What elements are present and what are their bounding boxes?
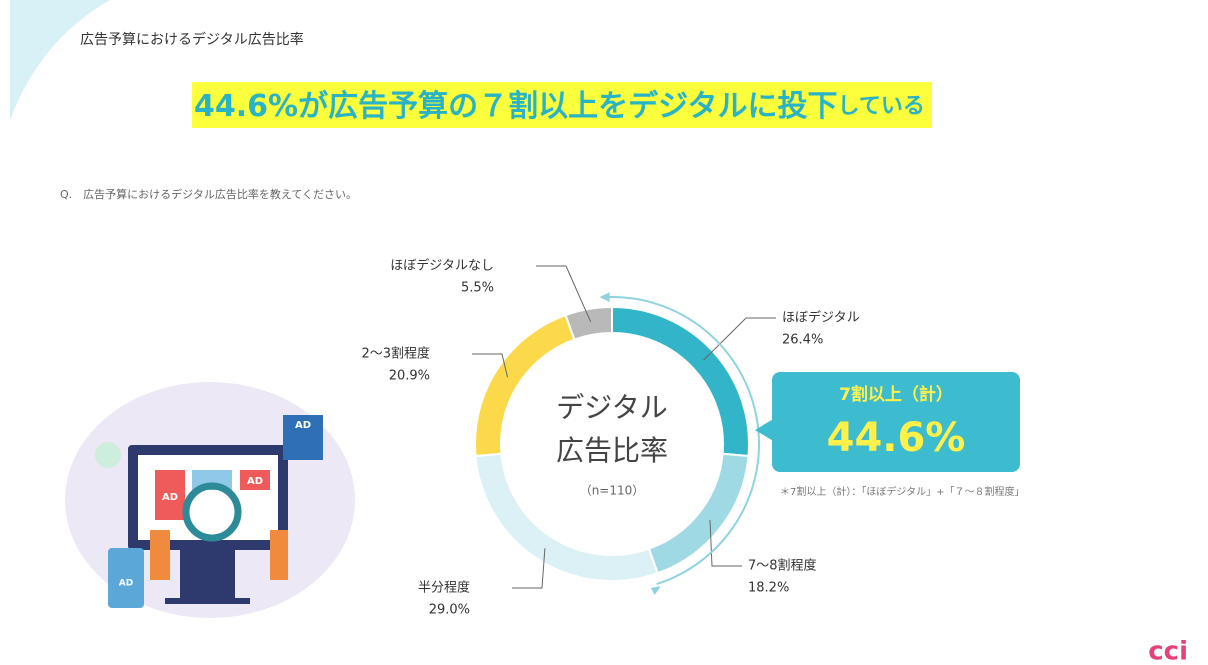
segment-label: ほぼデジタルなし — [390, 258, 494, 274]
corner-decoration — [10, 0, 110, 120]
segment-label: 7～8割程度 — [748, 558, 817, 574]
ad-block — [240, 470, 270, 490]
leader-line — [536, 265, 592, 323]
donut-segment — [474, 452, 659, 582]
logo: cci — [1148, 637, 1188, 665]
segment-label: 半分程度 — [418, 580, 470, 596]
phone — [108, 548, 144, 608]
callout-note: ＊7割以上（計）：「ほぼデジタル」+「７～８割程度」 — [780, 485, 1025, 498]
callout-value: 44.6% — [827, 415, 966, 461]
arrow-head — [650, 586, 661, 596]
segment-value: 26.4% — [782, 333, 823, 348]
segment-value: 20.9% — [389, 369, 430, 384]
monitor-stand — [180, 550, 235, 600]
person — [150, 530, 170, 580]
donut-segment — [564, 305, 613, 341]
segment-label: 2～3割程度 — [361, 346, 430, 362]
callout-box — [772, 372, 1020, 472]
chat-bubble — [95, 442, 121, 468]
ad-badge: AD — [162, 492, 178, 503]
headline-highlight — [192, 82, 932, 128]
callout-title: 7割以上（計） — [839, 384, 953, 405]
leader-line — [512, 548, 546, 589]
leader-line — [703, 317, 776, 361]
center-text: デジタル — [556, 391, 667, 424]
center-note: （n=110） — [580, 484, 645, 498]
monitor-base — [165, 598, 250, 604]
segment-value: 18.2% — [748, 581, 789, 596]
headline-main: 44.6%が広告予算の７割以上をデジタルに投下 — [194, 89, 837, 124]
arrow-head — [599, 292, 610, 303]
envelope — [283, 415, 323, 460]
range-arc — [607, 296, 760, 585]
headline: 44.6%が広告予算の７割以上をデジタルに投下している — [194, 89, 925, 124]
leader-line — [709, 519, 742, 567]
segment-label: ほぼデジタル — [782, 310, 860, 326]
center-text: 広告比率 — [556, 434, 668, 467]
magnifier — [182, 482, 242, 542]
donut-segment — [647, 452, 750, 575]
segment-value: 5.5% — [461, 281, 494, 296]
header: 広告予算におけるデジタル広告比率 — [80, 31, 304, 48]
headline-rest: している — [837, 94, 924, 119]
donut-chart: ほぼデジタル 26.4% 7～8割程度 18.2% 半分程度 29.0% 2～3割程度 20.… — [361, 258, 859, 618]
callout-pointer — [755, 418, 775, 442]
ad-badge: AD — [247, 476, 263, 487]
illustration: AD AD AD AD — [65, 382, 355, 618]
ad-block — [155, 470, 185, 520]
ad-badge: AD — [119, 579, 133, 589]
question: Q. 広告予算におけるデジタル広告比率を教えてください。 — [60, 187, 357, 201]
leader-line — [472, 353, 508, 378]
person — [270, 530, 288, 580]
ad-badge: AD — [295, 420, 311, 431]
segment-value: 29.0% — [429, 603, 470, 618]
